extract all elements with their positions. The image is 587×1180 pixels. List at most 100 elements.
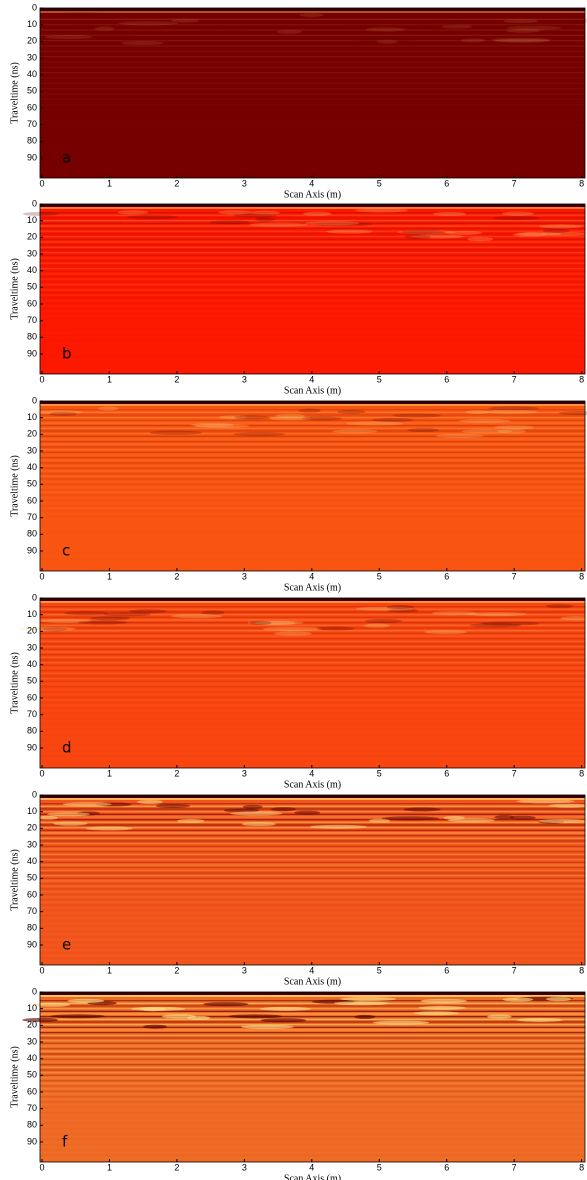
reflection-stripe: [40, 851, 585, 852]
reflection-stripe: [40, 311, 585, 312]
hyperbola-blob: [401, 230, 445, 234]
reflection-stripe: [40, 414, 585, 415]
x-tick-label: 3: [242, 374, 247, 384]
reflection-stripe: [40, 473, 585, 474]
y-tick-label: 20: [27, 626, 37, 636]
radargram: [33, 401, 587, 571]
reflection-stripe: [40, 689, 585, 690]
y-tick-label: 80: [27, 923, 37, 933]
y-tick-label: 0: [32, 198, 37, 208]
reflection-stripe: [40, 564, 585, 565]
reflection-stripe: [40, 345, 585, 346]
reflection-stripe: [40, 1131, 585, 1132]
hyperbola-blob: [143, 1025, 167, 1029]
hyperbola-blob: [298, 409, 321, 413]
y-tick-label: 90: [27, 742, 37, 752]
reflection-stripe: [40, 1155, 585, 1156]
reflection-stripe: [40, 1011, 585, 1012]
hyperbola-blob: [332, 429, 377, 433]
reflection-stripe: [40, 880, 585, 881]
hyperbola-blob: [260, 1018, 306, 1022]
hyperbola-blob: [47, 812, 90, 816]
panel-label: b: [62, 345, 72, 363]
hyperbola-blob: [260, 1007, 311, 1011]
reflection-stripe: [40, 1072, 585, 1073]
reflection-stripe: [40, 139, 585, 140]
hyperbola-blob: [194, 424, 249, 428]
hyperbola-blob: [299, 13, 323, 17]
reflection-stripe: [40, 1139, 585, 1140]
reflection-stripe: [40, 462, 585, 463]
hyperbola-blob: [494, 815, 514, 819]
reflection-stripe: [40, 29, 585, 30]
reflection-stripe: [40, 1035, 585, 1036]
hyperbola-blob: [305, 221, 360, 225]
reflection-stripe: [40, 263, 585, 264]
reflection-stripe: [40, 1059, 585, 1060]
reflection-stripe: [40, 524, 585, 525]
reflection-stripe: [40, 835, 585, 836]
reflection-stripe: [40, 244, 585, 245]
x-tick-label: 5: [377, 178, 382, 188]
reflection-stripe: [40, 273, 585, 274]
reflection-stripe: [40, 635, 585, 636]
reflection-stripe: [40, 75, 585, 76]
y-tick-label: 60: [27, 692, 37, 702]
y-axis-label: Traveltime (ns): [9, 652, 20, 714]
reflection-stripe: [40, 133, 585, 134]
y-tick-label: 30: [27, 642, 37, 652]
reflection-stripe: [40, 553, 585, 554]
reflection-stripe: [40, 518, 585, 519]
reflection-stripe: [40, 45, 585, 46]
x-tick-label: 4: [309, 965, 314, 975]
reflection-stripe: [40, 726, 585, 727]
reflection-stripe: [40, 638, 585, 639]
y-tick-label: 0: [32, 395, 37, 405]
reflection-stripe: [40, 702, 585, 703]
reflection-stripe: [40, 867, 585, 868]
reflection-stripe: [40, 85, 585, 86]
reflection-stripe: [40, 228, 585, 229]
y-tick-label: 70: [27, 512, 37, 522]
hyperbola-blob: [234, 415, 270, 419]
reflection-stripe: [40, 1032, 585, 1033]
reflection-stripe: [40, 824, 585, 825]
reflection-stripe: [40, 51, 585, 52]
reflection-stripe: [40, 364, 585, 365]
reflection-stripe: [40, 141, 585, 142]
hyperbola-blob: [356, 38, 413, 42]
y-tick-label: 50: [27, 479, 37, 489]
reflection-stripe: [40, 152, 585, 153]
reflection-stripe: [40, 155, 585, 156]
x-tick-label: 1: [107, 374, 112, 384]
reflection-stripe: [40, 77, 585, 78]
reflection-stripe: [40, 56, 585, 57]
reflection-stripe: [40, 747, 585, 748]
reflection-stripe: [40, 556, 585, 557]
reflection-stripe: [40, 173, 585, 174]
reflection-stripe: [40, 1157, 585, 1158]
y-tick-label: 70: [27, 119, 37, 129]
y-tick-label: 50: [27, 676, 37, 686]
x-tick-label: 1: [107, 571, 112, 581]
reflection-stripe: [40, 171, 585, 172]
x-tick-label: 6: [444, 965, 449, 975]
reflection-stripe: [40, 80, 585, 81]
y-tick-label: 70: [27, 315, 37, 325]
reflection-stripe: [40, 1069, 585, 1070]
x-tick-label: 4: [309, 768, 314, 778]
x-tick-label: 3: [242, 1162, 247, 1172]
surface-band: [40, 204, 585, 207]
y-tick-label: 20: [27, 429, 37, 439]
reflection-stripe: [40, 1013, 585, 1014]
hyperbola-blob: [53, 822, 88, 826]
x-tick-label: 7: [512, 374, 517, 384]
x-tick-label: 4: [309, 178, 314, 188]
x-tick-label: 5: [377, 965, 382, 975]
reflection-stripe: [40, 944, 585, 945]
reflection-stripe: [40, 465, 585, 466]
reflection-stripe: [40, 48, 585, 49]
reflection-stripe: [40, 928, 585, 929]
x-axis-label: Scan Axis (m): [284, 779, 341, 790]
reflection-stripe: [40, 731, 585, 732]
